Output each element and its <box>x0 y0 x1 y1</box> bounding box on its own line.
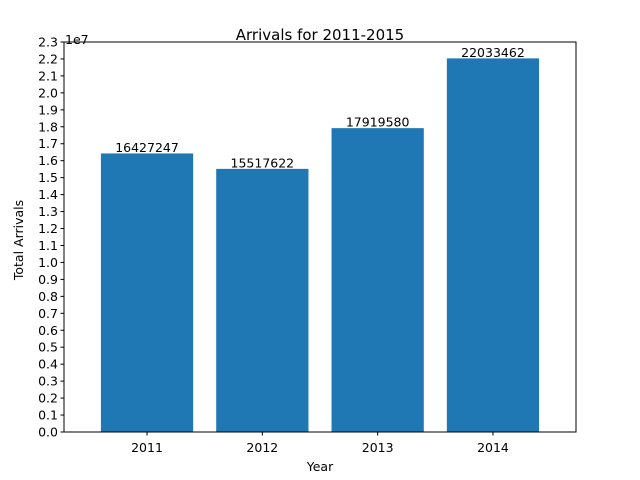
plot-area-frame <box>63 41 577 433</box>
x-tick-label: 2014 <box>477 440 509 455</box>
y-tick-label: 2.1 <box>38 68 58 83</box>
x-tick-label: 2013 <box>362 440 394 455</box>
y-tick-label: 0.2 <box>38 391 58 406</box>
bars: 16427247 15517622 17919580 22033462 <box>100 45 540 433</box>
y-tick-label: 1.5 <box>38 170 58 185</box>
bar-value-label: 16427247 <box>115 140 179 155</box>
bar-2013 <box>331 128 424 433</box>
y-tick-label: 0.5 <box>38 340 58 355</box>
y-tick-label: 1.2 <box>38 221 58 236</box>
y-axis-label: Total Arrivals <box>11 200 26 281</box>
bar-value-label: 17919580 <box>346 115 410 130</box>
x-tick-label: 2012 <box>246 440 278 455</box>
y-tick-label: 0.8 <box>38 289 58 304</box>
x-axis-label: Year <box>306 459 334 474</box>
y-axis-ticks: 0.0 0.1 0.2 0.3 0.4 0.5 0.6 0.7 0.8 0.9 1.0 1.1 1.2 1… <box>38 35 64 440</box>
y-tick-label: 2.0 <box>38 85 58 100</box>
x-tick-label: 2011 <box>131 440 163 455</box>
y-tick-label: 0.0 <box>38 425 58 440</box>
y-tick-label: 0.9 <box>38 272 58 287</box>
y-tick-label: 0.3 <box>38 374 58 389</box>
y-tick-label: 2.2 <box>38 51 58 66</box>
y-tick-label: 1.3 <box>38 204 58 219</box>
bar-2011 <box>100 153 194 432</box>
y-tick-label: 2.3 <box>38 35 58 50</box>
y-tick-label: 0.6 <box>38 323 58 338</box>
y-tick-label: 1.1 <box>38 238 58 253</box>
bar-value-label: 22033462 <box>461 45 525 60</box>
y-tick-label: 0.7 <box>38 306 58 321</box>
bar-2012 <box>216 168 309 432</box>
y-tick-label: 1.9 <box>38 102 58 117</box>
bar-value-label: 15517622 <box>231 155 295 170</box>
bar-2014 <box>446 58 540 432</box>
y-tick-label: 1.6 <box>38 153 58 168</box>
y-tick-label: 1.8 <box>38 119 58 134</box>
y-tick-label: 0.1 <box>38 408 58 423</box>
y-tick-label: 1.7 <box>38 136 58 151</box>
y-tick-label: 1.0 <box>38 255 58 270</box>
y-axis-offset-label: 1e7 <box>65 32 89 47</box>
y-tick-label: 0.4 <box>38 357 58 372</box>
y-tick-label: 1.4 <box>38 187 58 202</box>
chart-title: Arrivals for 2011-2015 <box>236 26 404 44</box>
x-axis-ticks: 2011 2012 2013 2014 <box>131 432 509 455</box>
